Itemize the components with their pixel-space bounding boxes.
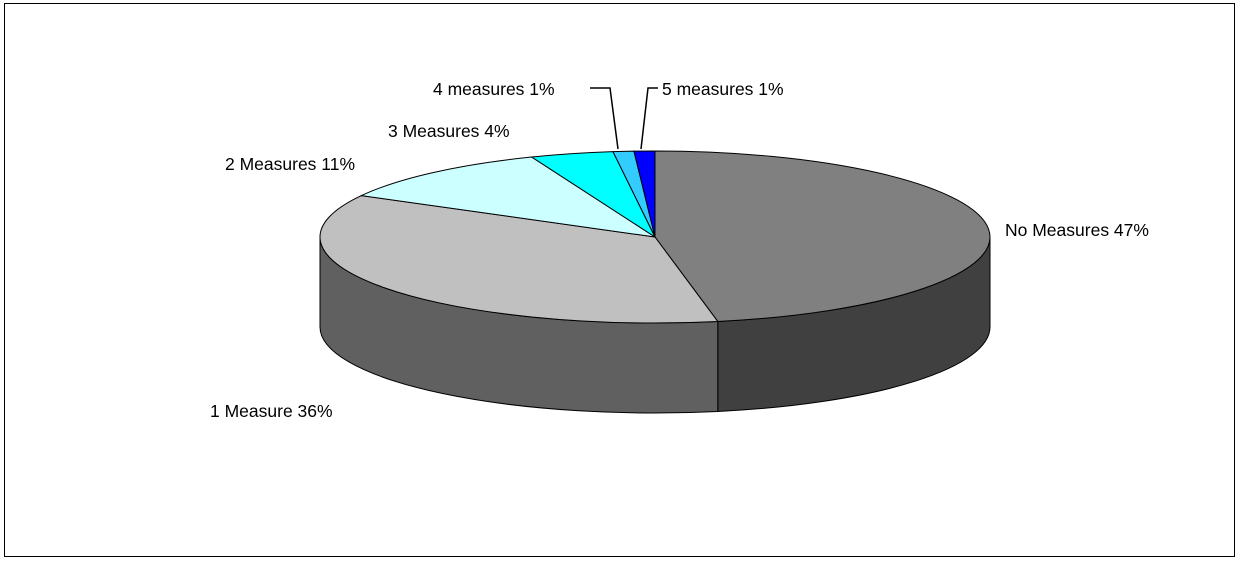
leader-line-layer — [590, 87, 658, 150]
pie-slice-0 — [654, 150, 991, 322]
pie-slice-1 — [319, 195, 719, 324]
slice-label-1: 1 Measure 36% — [210, 401, 333, 421]
pie-top-layer — [319, 150, 991, 324]
chart-frame: No Measures 47% 1 Measure 36% 2 Measures 1… — [4, 3, 1235, 557]
pie-slice-2 — [359, 156, 656, 238]
leader-line-4 — [590, 87, 619, 150]
slice-label-0: No Measures 47% — [1005, 220, 1149, 240]
label-layer: No Measures 47% 1 Measure 36% 2 Measures 1… — [210, 79, 1149, 421]
slice-label-4: 4 measures 1% — [433, 79, 555, 99]
leader-line-5 — [640, 87, 658, 150]
slice-label-2: 2 Measures 11% — [225, 154, 355, 174]
slice-label-3: 3 Measures 4% — [388, 121, 510, 141]
pie-slice-5 — [633, 150, 656, 238]
pie-chart: No Measures 47% 1 Measure 36% 2 Measures 1… — [210, 79, 1149, 421]
slice-label-5: 5 measures 1% — [662, 79, 784, 99]
